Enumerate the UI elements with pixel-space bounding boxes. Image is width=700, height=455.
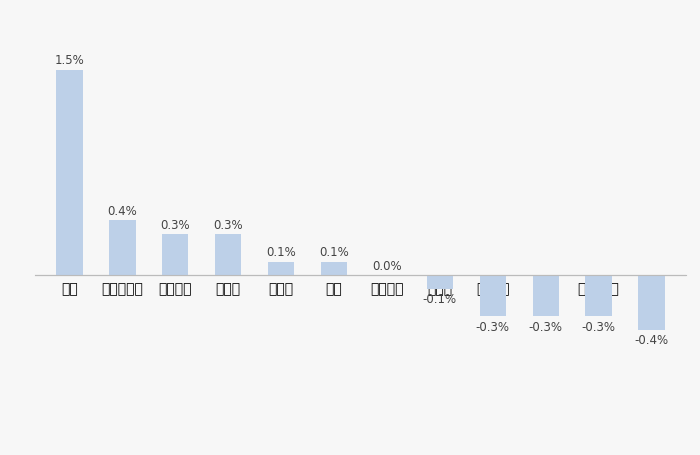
Bar xyxy=(56,71,83,276)
Bar xyxy=(215,235,242,276)
Bar xyxy=(480,276,506,317)
Bar xyxy=(638,276,665,330)
Text: -0.4%: -0.4% xyxy=(634,334,668,347)
Text: 1.5%: 1.5% xyxy=(55,54,84,67)
Text: -0.3%: -0.3% xyxy=(582,320,616,333)
Text: 0.1%: 0.1% xyxy=(266,246,296,258)
Text: -0.3%: -0.3% xyxy=(528,320,563,333)
Text: 0.1%: 0.1% xyxy=(319,246,349,258)
Text: 0.4%: 0.4% xyxy=(108,205,137,217)
Bar xyxy=(268,262,294,276)
Bar xyxy=(427,276,453,289)
Bar xyxy=(533,276,559,317)
Text: 0.3%: 0.3% xyxy=(160,218,190,231)
Bar xyxy=(585,276,612,317)
Bar xyxy=(109,221,136,276)
Bar xyxy=(162,235,188,276)
Text: 0.3%: 0.3% xyxy=(214,218,243,231)
Text: -0.1%: -0.1% xyxy=(423,293,457,306)
Text: 0.0%: 0.0% xyxy=(372,259,402,272)
Bar xyxy=(321,262,347,276)
Text: -0.3%: -0.3% xyxy=(476,320,510,333)
